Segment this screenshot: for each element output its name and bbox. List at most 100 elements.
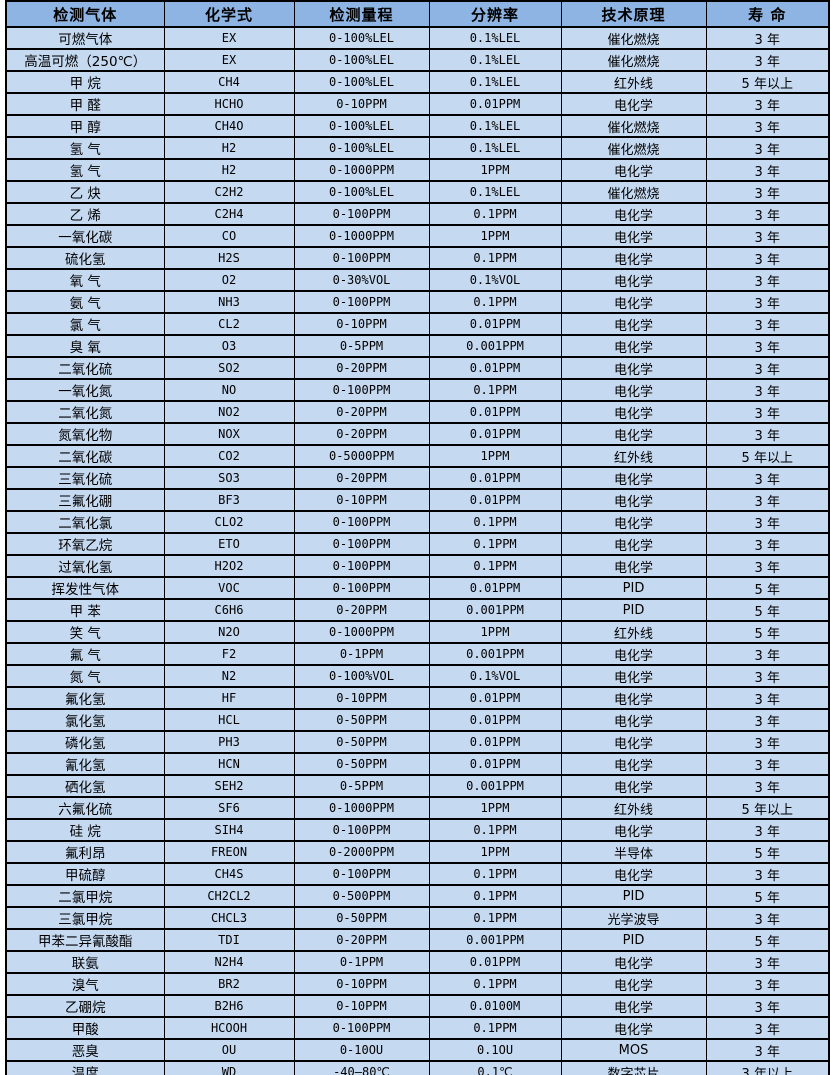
detection-range-cell: 0-100%LEL xyxy=(293,136,430,160)
technology-cell: 电化学 xyxy=(560,532,707,556)
technology-cell: 数字芯片 xyxy=(560,1060,707,1075)
chemical-formula-cell: F2 xyxy=(163,642,295,666)
lifespan-cell: 3 年 xyxy=(705,686,830,710)
lifespan-cell: 3 年 xyxy=(705,158,830,182)
lifespan-cell: 5 年以上 xyxy=(705,70,830,94)
table-row: 二氯甲烷 CH2CL2 0-500PPM 0.1PPM PID 5 年 xyxy=(5,884,830,908)
technology-cell: 电化学 xyxy=(560,554,707,578)
lifespan-cell: 3 年 xyxy=(705,818,830,842)
lifespan-cell: 3 年 xyxy=(705,708,830,732)
resolution-cell: 0.01PPM xyxy=(428,422,562,446)
detection-range-cell: -40—80℃ xyxy=(293,1060,430,1075)
lifespan-cell: 3 年 xyxy=(705,400,830,424)
gas-sensor-spec-table: 检测气体 化学式 检测量程 分辨率 技术原理 寿 命 可燃气体 EX 0-100%L… xyxy=(5,0,830,1075)
table-row: 笑 气 N2O 0-1000PPM 1PPM 红外线 5 年 xyxy=(5,620,830,644)
chemical-formula-cell: C6H6 xyxy=(163,598,295,622)
resolution-cell: 0.01PPM xyxy=(428,686,562,710)
chemical-formula-cell: CH4 xyxy=(163,70,295,94)
lifespan-cell: 3 年 xyxy=(705,1038,830,1062)
gas-name-cell: 氰化氢 xyxy=(5,752,165,776)
detection-range-cell: 0-500PPM xyxy=(293,884,430,908)
detection-range-cell: 0-50PPM xyxy=(293,708,430,732)
lifespan-cell: 3 年 xyxy=(705,136,830,160)
gas-name-cell: 恶臭 xyxy=(5,1038,165,1062)
lifespan-cell: 3 年 xyxy=(705,312,830,336)
detection-range-cell: 0-50PPM xyxy=(293,752,430,776)
chemical-formula-cell: SO2 xyxy=(163,356,295,380)
lifespan-cell: 3 年 xyxy=(705,972,830,996)
table-row: 乙硼烷 B2H6 0-10PPM 0.0100M 电化学 3 年 xyxy=(5,994,830,1018)
chemical-formula-cell: B2H6 xyxy=(163,994,295,1018)
gas-name-cell: 甲 苯 xyxy=(5,598,165,622)
column-header-chemical-formula: 化学式 xyxy=(163,0,295,28)
gas-name-cell: 磷化氢 xyxy=(5,730,165,754)
detection-range-cell: 0-1000PPM xyxy=(293,158,430,182)
detection-range-cell: 0-20PPM xyxy=(293,400,430,424)
lifespan-cell: 3 年 xyxy=(705,422,830,446)
detection-range-cell: 0-100PPM xyxy=(293,862,430,886)
lifespan-cell: 5 年以上 xyxy=(705,796,830,820)
resolution-cell: 0.1%LEL xyxy=(428,114,562,138)
lifespan-cell: 3 年 xyxy=(705,466,830,490)
table-row: 氟 气 F2 0-1PPM 0.001PPM 电化学 3 年 xyxy=(5,642,830,666)
detection-range-cell: 0-100%LEL xyxy=(293,26,430,50)
gas-name-cell: 甲硫醇 xyxy=(5,862,165,886)
chemical-formula-cell: N2O xyxy=(163,620,295,644)
table-row: 氢 气 H2 0-100%LEL 0.1%LEL 催化燃烧 3 年 xyxy=(5,136,830,160)
technology-cell: 电化学 xyxy=(560,356,707,380)
detection-range-cell: 0-100PPM xyxy=(293,1016,430,1040)
technology-cell: 电化学 xyxy=(560,686,707,710)
table-row: 乙 烯 C2H4 0-100PPM 0.1PPM 电化学 3 年 xyxy=(5,202,830,226)
lifespan-cell: 3 年 xyxy=(705,180,830,204)
technology-cell: 电化学 xyxy=(560,1016,707,1040)
technology-cell: 电化学 xyxy=(560,378,707,402)
table-row: 二氧化氮 NO2 0-20PPM 0.01PPM 电化学 3 年 xyxy=(5,400,830,424)
detection-range-cell: 0-2000PPM xyxy=(293,840,430,864)
technology-cell: 电化学 xyxy=(560,422,707,446)
chemical-formula-cell: SEH2 xyxy=(163,774,295,798)
gas-name-cell: 臭 氧 xyxy=(5,334,165,358)
table-row: 氰化氢 HCN 0-50PPM 0.01PPM 电化学 3 年 xyxy=(5,752,830,776)
lifespan-cell: 3 年 xyxy=(705,202,830,226)
table-row: 温度 WD -40—80℃ 0.1℃ 数字芯片 3 年以上 xyxy=(5,1060,830,1075)
table-row: 氧 气 O2 0-30%VOL 0.1%VOL 电化学 3 年 xyxy=(5,268,830,292)
table-row: 甲 醛 HCHO 0-10PPM 0.01PPM 电化学 3 年 xyxy=(5,92,830,116)
chemical-formula-cell: H2O2 xyxy=(163,554,295,578)
table-row: 氮氧化物 NOX 0-20PPM 0.01PPM 电化学 3 年 xyxy=(5,422,830,446)
gas-name-cell: 过氧化氢 xyxy=(5,554,165,578)
technology-cell: 电化学 xyxy=(560,752,707,776)
lifespan-cell: 3 年 xyxy=(705,994,830,1018)
resolution-cell: 0.001PPM xyxy=(428,774,562,798)
chemical-formula-cell: HCOOH xyxy=(163,1016,295,1040)
table-row: 氮 气 N2 0-100%VOL 0.1%VOL 电化学 3 年 xyxy=(5,664,830,688)
chemical-formula-cell: H2 xyxy=(163,158,295,182)
table-row: 硅 烷 SIH4 0-100PPM 0.1PPM 电化学 3 年 xyxy=(5,818,830,842)
technology-cell: 电化学 xyxy=(560,950,707,974)
table-row: 过氧化氢 H2O2 0-100PPM 0.1PPM 电化学 3 年 xyxy=(5,554,830,578)
lifespan-cell: 5 年 xyxy=(705,884,830,908)
technology-cell: 红外线 xyxy=(560,796,707,820)
chemical-formula-cell: HCHO xyxy=(163,92,295,116)
table-row: 三氧化硫 SO3 0-20PPM 0.01PPM 电化学 3 年 xyxy=(5,466,830,490)
resolution-cell: 0.1%LEL xyxy=(428,48,562,72)
gas-name-cell: 二氧化碳 xyxy=(5,444,165,468)
chemical-formula-cell: CH2CL2 xyxy=(163,884,295,908)
table-row: 甲 苯 C6H6 0-20PPM 0.001PPM PID 5 年 xyxy=(5,598,830,622)
table-row: 臭 氧 O3 0-5PPM 0.001PPM 电化学 3 年 xyxy=(5,334,830,358)
detection-range-cell: 0-1000PPM xyxy=(293,620,430,644)
lifespan-cell: 3 年 xyxy=(705,26,830,50)
chemical-formula-cell: H2S xyxy=(163,246,295,270)
chemical-formula-cell: NH3 xyxy=(163,290,295,314)
detection-range-cell: 0-100PPM xyxy=(293,246,430,270)
chemical-formula-cell: TDI xyxy=(163,928,295,952)
detection-range-cell: 0-5PPM xyxy=(293,334,430,358)
gas-name-cell: 二氯甲烷 xyxy=(5,884,165,908)
gas-name-cell: 挥发性气体 xyxy=(5,576,165,600)
table-row: 高温可燃（250℃） EX 0-100%LEL 0.1%LEL 催化燃烧 3 年 xyxy=(5,48,830,72)
detection-range-cell: 0-10PPM xyxy=(293,312,430,336)
gas-name-cell: 一氧化碳 xyxy=(5,224,165,248)
chemical-formula-cell: FREON xyxy=(163,840,295,864)
technology-cell: 电化学 xyxy=(560,466,707,490)
chemical-formula-cell: CLO2 xyxy=(163,510,295,534)
gas-name-cell: 氢 气 xyxy=(5,136,165,160)
